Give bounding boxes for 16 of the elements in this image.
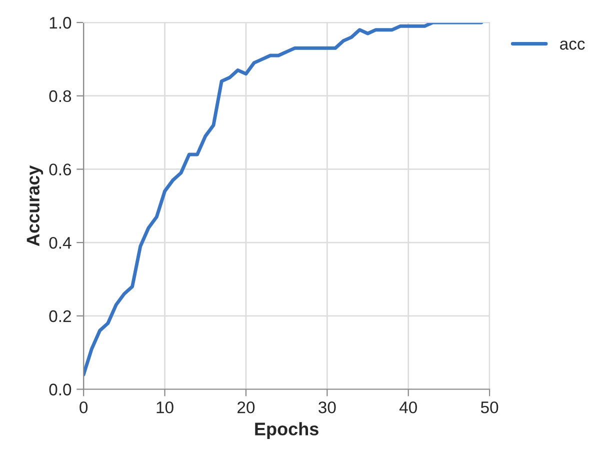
x-tick-label: 50 xyxy=(480,401,498,414)
x-axis-title: Epochs xyxy=(255,422,318,439)
line-series xyxy=(84,22,484,376)
x-tick-label: 10 xyxy=(156,401,174,414)
y-tick-label: 0.8 xyxy=(49,90,72,102)
x-tick-label: 0 xyxy=(80,401,88,414)
y-tick-label: 0.4 xyxy=(49,236,72,249)
y-tick-label: 0.6 xyxy=(49,164,72,176)
y-tick-label: 0.2 xyxy=(49,310,71,322)
y-tick-label: 0.0 xyxy=(49,384,72,396)
y-tick-label: 1.0 xyxy=(50,16,72,29)
y-axis-title: Accuracy xyxy=(26,165,44,246)
x-tick-label: 40 xyxy=(399,401,417,414)
x-tick-label: 20 xyxy=(238,401,255,414)
legend-label: acc xyxy=(560,40,585,50)
x-tick-label: 30 xyxy=(318,401,336,414)
